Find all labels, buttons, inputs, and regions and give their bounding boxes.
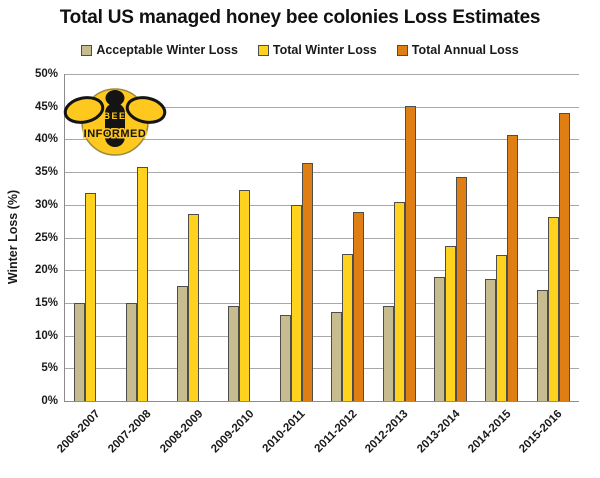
bar-group-2009-2010: [219, 74, 270, 401]
gridline-40: [65, 139, 579, 141]
bar-total-winter-loss-2007-2008: [136, 166, 148, 401]
bar-total-winter-loss-2012-2013: [393, 201, 405, 401]
legend-item-total-annual-loss: Total Annual Loss: [396, 43, 519, 57]
bar-total-annual-loss-2012-2013: [404, 106, 416, 401]
bar-acceptable-winter-loss-2015-2016: [536, 290, 548, 401]
gridline-35: [65, 172, 579, 174]
bar-group-2013-2014: [425, 74, 476, 401]
logo-text-bee: BEE: [103, 111, 126, 121]
bar-group-2007-2008: [116, 74, 167, 401]
bar-total-winter-loss-2011-2012: [342, 253, 354, 401]
bar-acceptable-winter-loss-2012-2013: [382, 305, 394, 401]
y-axis-tick-labels: 0% 5% 10% 15% 20% 25% 30% 35% 40% 45% 50%: [0, 68, 58, 407]
gridline-30: [65, 204, 579, 206]
bar-group-2010-2011: [271, 74, 322, 401]
bar-total-winter-loss-2015-2016: [547, 217, 559, 401]
gridline-50: [65, 74, 579, 75]
y-tick-label-35: 35%: [34, 166, 58, 179]
bar-group-2012-2013: [373, 74, 424, 401]
legend-item-acceptable-winter-loss: Acceptable Winter Loss: [81, 43, 238, 57]
bar-group-2011-2012: [322, 74, 373, 401]
bar-total-annual-loss-2010-2011: [301, 162, 313, 401]
y-tick-label-0: 0%: [41, 395, 58, 407]
gridline-45: [65, 106, 579, 108]
bee-right-wing-icon: [125, 96, 167, 124]
legend-swatch-icon: [81, 44, 93, 56]
logo-text-informed: INFORMED: [84, 128, 147, 140]
gridline-25: [65, 237, 579, 239]
bee-body-icon: [105, 103, 125, 147]
legend-label: Acceptable Winter Loss: [96, 43, 238, 57]
bee-head-icon: [105, 90, 125, 106]
bee-left-wing-icon: [63, 96, 105, 124]
chart-title: Total US managed honey bee colonies Loss…: [59, 7, 541, 28]
legend-label: Total Annual Loss: [411, 43, 519, 57]
y-tick-label-30: 30%: [34, 198, 58, 211]
x-tick-label-2012-2013: 2012-2013: [363, 408, 411, 456]
bar-total-annual-loss-2013-2014: [455, 177, 467, 401]
bar-acceptable-winter-loss-2006-2007: [74, 302, 86, 401]
legend-item-total-winter-loss: Total Winter Loss: [257, 43, 377, 57]
bar-group-2008-2009: [168, 74, 219, 401]
bee-informed-logo: BEE INFORMED: [63, 88, 167, 156]
bar-group-2015-2016: [528, 74, 579, 401]
bar-group-2014-2015: [476, 74, 527, 401]
bar-total-annual-loss-2014-2015: [507, 135, 519, 401]
bar-total-winter-loss-2010-2011: [290, 205, 302, 401]
bar-acceptable-winter-loss-2014-2015: [485, 278, 497, 401]
y-tick-label-50: 50%: [34, 68, 58, 80]
bar-acceptable-winter-loss-2010-2011: [279, 314, 291, 401]
y-tick-label-25: 25%: [34, 231, 58, 244]
legend-label: Total Winter Loss: [272, 43, 377, 57]
bar-total-annual-loss-2015-2016: [558, 112, 570, 401]
x-tick-label-2007-2008: 2007-2008: [106, 408, 154, 456]
y-tick-label-15: 15%: [34, 296, 58, 309]
y-tick-label-5: 5%: [41, 362, 58, 375]
bar-total-annual-loss-2011-2012: [353, 212, 365, 401]
y-tick-label-45: 45%: [34, 100, 58, 113]
bar-total-winter-loss-2013-2014: [444, 246, 456, 401]
bar-acceptable-winter-loss-2007-2008: [125, 302, 137, 401]
gridline-10: [65, 335, 579, 337]
bar-total-winter-loss-2014-2015: [496, 255, 508, 401]
gridline-20: [65, 270, 579, 272]
bar-total-winter-loss-2006-2007: [85, 193, 97, 401]
bar-acceptable-winter-loss-2013-2014: [433, 277, 445, 401]
bar-total-winter-loss-2008-2009: [187, 213, 199, 401]
y-axis-title: Winter Loss (%): [6, 189, 20, 285]
bar-acceptable-winter-loss-2008-2009: [176, 285, 188, 401]
gridline-15: [65, 302, 579, 304]
x-tick-label-2015-2016: 2015-2016: [517, 408, 565, 456]
plot-area: [64, 74, 579, 402]
legend-swatch-icon: [396, 44, 408, 56]
y-tick-label-40: 40%: [34, 133, 58, 146]
chart-legend: Acceptable Winter Loss Total Winter Loss T…: [0, 43, 600, 57]
y-tick-label-20: 20%: [34, 264, 58, 277]
bar-acceptable-winter-loss-2011-2012: [331, 312, 343, 401]
legend-swatch-icon: [257, 44, 269, 56]
bar-group-2006-2007: [65, 74, 116, 401]
gridline-5: [65, 368, 579, 370]
bar-total-winter-loss-2009-2010: [239, 190, 251, 401]
bar-acceptable-winter-loss-2009-2010: [228, 306, 240, 401]
y-tick-label-10: 10%: [34, 329, 58, 342]
